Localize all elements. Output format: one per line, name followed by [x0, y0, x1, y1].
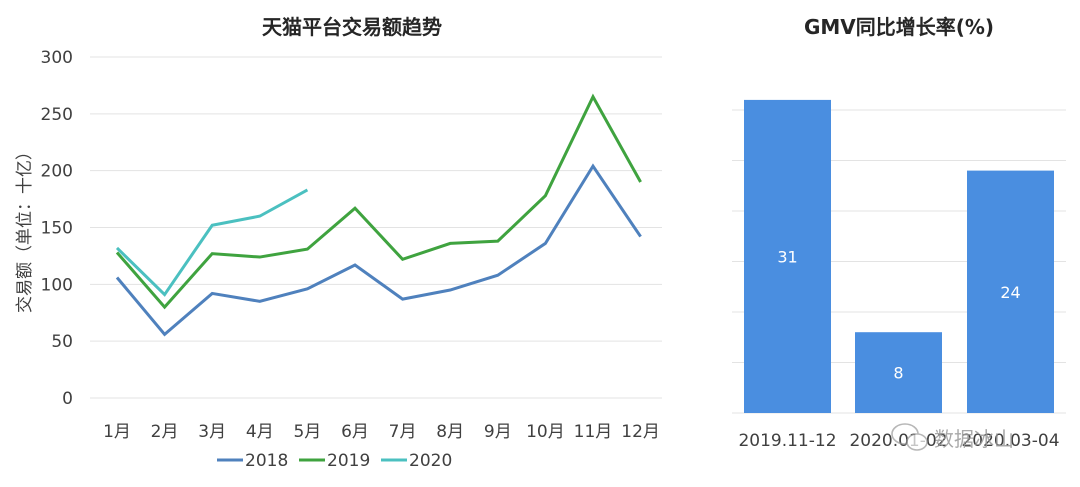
bar-chart-bars: 31 8 24: [744, 99, 1054, 414]
line-chart-legend: 2018 2019 2020: [217, 451, 452, 471]
x-tick-label: 10月: [526, 422, 565, 442]
legend-label-2019: 2019: [327, 451, 370, 471]
bar: [967, 170, 1054, 413]
x-tick-label: 4月: [246, 422, 274, 442]
x-tick-label: 11月: [574, 422, 613, 442]
wechat-icon: [891, 423, 928, 451]
line-chart-x-axis: 1月 2月 3月 4月 5月 6月 7月 8月 9月 10月 11月 12月: [103, 422, 660, 442]
x-tick-label: 9月: [484, 422, 512, 442]
bar-data-label: 31: [777, 247, 797, 266]
x-tick-label: 2月: [151, 422, 179, 442]
line-chart-series: [115, 93, 642, 337]
watermark-text: 数据冰山: [934, 427, 1014, 451]
y-tick-label: 250: [41, 105, 73, 125]
series-line-2018: [115, 163, 642, 337]
line-chart-gridlines: [90, 56, 662, 399]
x-tick-label: 12月: [621, 422, 660, 442]
y-tick-label: 200: [41, 162, 73, 182]
x-tick-label: 2020.01-02: [849, 431, 947, 451]
line-chart-y-axis: 0 50 100 150 200 250 300: [41, 48, 73, 409]
line-chart-y-axis-label: 交易额（单位：十亿）: [15, 143, 35, 313]
series-line-2020: [115, 188, 309, 297]
series-line-2019: [115, 93, 642, 310]
bar-chart-title: GMV同比增长率(%): [804, 15, 994, 39]
bar-chart: GMV同比增长率(%) 31 8 24 2019.11-12 2020.01-02 20…: [732, 15, 1066, 451]
x-tick-label: 2019.11-12: [738, 431, 836, 451]
x-tick-label: 1月: [103, 422, 131, 442]
legend-label-2020: 2020: [409, 451, 452, 471]
x-tick-label: 5月: [293, 422, 321, 442]
watermark: 数据冰山: [891, 423, 1014, 451]
bar: [744, 99, 831, 414]
y-tick-label: 50: [51, 332, 73, 352]
legend-label-2018: 2018: [245, 451, 288, 471]
bar-data-label: 24: [1000, 283, 1020, 302]
y-tick-label: 300: [41, 48, 73, 68]
bar-data-label: 8: [893, 364, 903, 383]
y-tick-label: 100: [41, 275, 73, 295]
x-tick-label: 6月: [341, 422, 369, 442]
bar: [855, 332, 942, 413]
line-chart-title: 天猫平台交易额趋势: [262, 15, 442, 39]
x-tick-label: 7月: [389, 422, 417, 442]
y-tick-label: 0: [62, 389, 73, 409]
x-tick-label: 3月: [198, 422, 226, 442]
y-tick-label: 150: [41, 219, 73, 239]
x-tick-label: 2020.03-04: [961, 431, 1059, 451]
x-tick-label: 8月: [436, 422, 464, 442]
